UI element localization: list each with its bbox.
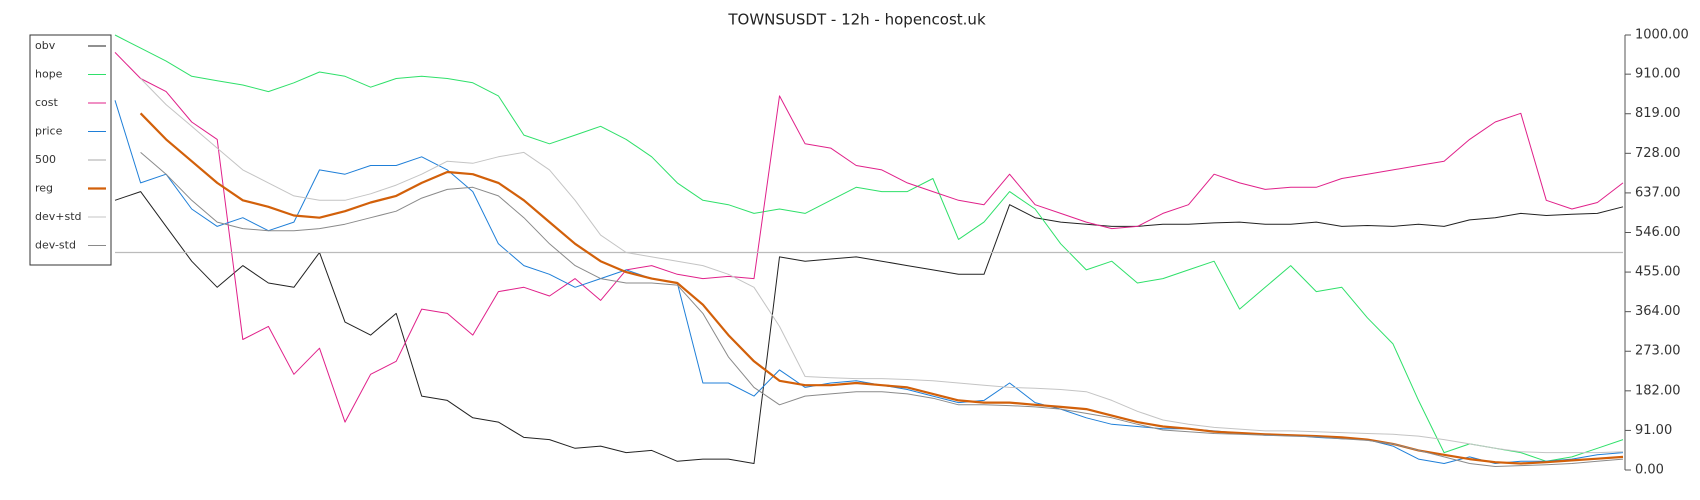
legend-label: hope [35, 68, 63, 81]
y-tick-label: 455.00 [1635, 265, 1681, 280]
y-tick-label: 182.00 [1635, 383, 1681, 398]
y-tick-label: 819.00 [1635, 106, 1681, 121]
legend-label: dev-std [35, 239, 76, 252]
y-tick-label: 364.00 [1635, 304, 1681, 319]
series-line [139, 112, 1624, 465]
series-line [114, 191, 1624, 464]
y-tick-label: 273.00 [1635, 344, 1681, 359]
legend-label: 500 [35, 153, 56, 166]
y-tick-label: 0.00 [1635, 463, 1664, 478]
chart-title: TOWNSUSDT - 12h - hopencost.uk [727, 11, 986, 29]
legend-label: obv [35, 39, 56, 52]
legend: obv hope cost price 500 reg dev+std dev-std [29, 34, 112, 266]
y-tick-label: 637.00 [1635, 185, 1681, 200]
y-tick-label: 910.00 [1635, 67, 1681, 82]
y-tick-label: 728.00 [1635, 146, 1681, 161]
legend-label: dev+std [35, 210, 82, 223]
series-line [114, 34, 1624, 462]
legend-label: cost [35, 96, 59, 109]
series-line [140, 152, 1624, 467]
legend-label: reg [35, 182, 53, 195]
y-tick-label: 546.00 [1635, 225, 1681, 240]
series-line [140, 78, 1624, 454]
series-line [114, 52, 1624, 423]
legend-box [29, 34, 112, 266]
y-tick-label: 91.00 [1635, 423, 1672, 438]
y-tick-label: 1000.00 [1635, 28, 1689, 43]
legend-label: price [35, 125, 63, 138]
series-line [114, 100, 1624, 464]
